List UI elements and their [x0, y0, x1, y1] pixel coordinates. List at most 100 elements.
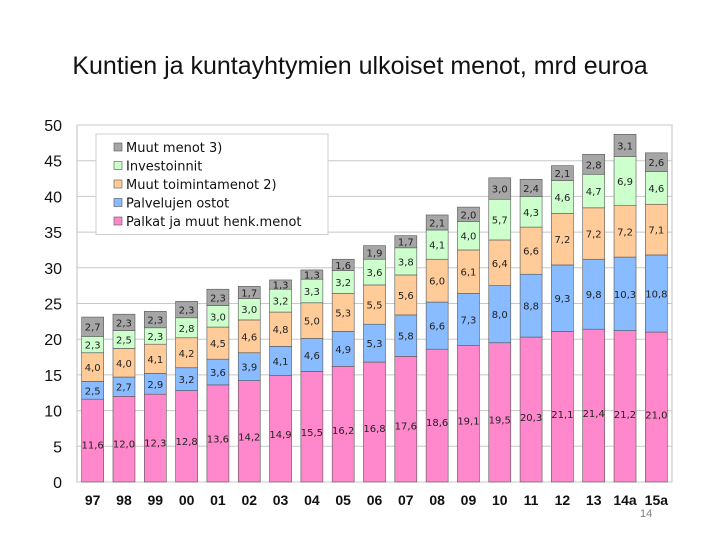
- data-label: 3,2: [179, 375, 195, 386]
- bars: [81, 133, 668, 483]
- data-label: 2,3: [116, 318, 132, 329]
- x-axis-ticks: 97 98 99 00 01 02 03 04 05 06 07 08 09 10 11 12 13 14a 15a: [85, 492, 668, 508]
- bar-segment: [394, 235, 418, 249]
- data-label: 3,2: [273, 297, 289, 308]
- x-tick-label: 11: [524, 492, 539, 508]
- data-label: 7,2: [617, 227, 633, 238]
- data-label: 20,3: [520, 413, 542, 424]
- x-tick-label: 02: [241, 492, 257, 508]
- data-label: 6,0: [429, 277, 445, 288]
- data-label: 16,8: [363, 424, 385, 435]
- data-label: 4,2: [179, 349, 195, 360]
- bar-segment: [394, 356, 418, 483]
- data-label: 4,0: [116, 359, 132, 370]
- data-label: 6,6: [523, 247, 539, 258]
- data-label: 14,9: [269, 430, 291, 441]
- x-tick-label: 01: [210, 492, 226, 508]
- y-tick-label: 25: [44, 297, 62, 314]
- data-label: 1,6: [335, 261, 351, 272]
- x-tick-label: 97: [85, 492, 101, 508]
- data-label: 4,1: [273, 357, 289, 368]
- bar-segment: [143, 311, 167, 329]
- bar-segment: [269, 375, 292, 483]
- data-label: 11,6: [82, 441, 104, 452]
- bar-segment: [175, 301, 198, 319]
- data-label: 5,3: [335, 308, 351, 319]
- bar-segment: [582, 153, 606, 175]
- bar-segment: [269, 279, 292, 290]
- data-label: 4,6: [241, 332, 257, 343]
- data-label: 8,0: [492, 310, 508, 321]
- data-label: 6,6: [429, 322, 445, 333]
- y-axis-ticks: 0 5 10 15 20 25 30 35 40 45 50: [44, 118, 62, 492]
- data-label: 3,0: [241, 305, 257, 316]
- data-label: 1,3: [304, 271, 320, 282]
- data-label: 4,7: [586, 187, 602, 198]
- y-tick-label: 35: [44, 225, 62, 242]
- data-label: 4,9: [335, 345, 351, 356]
- data-label: 4,3: [523, 208, 539, 219]
- bar-segment: [519, 336, 543, 483]
- y-tick-label: 30: [44, 261, 62, 278]
- data-label: 21,2: [614, 410, 636, 421]
- data-label: 5,7: [492, 216, 508, 227]
- data-label: 19,5: [489, 415, 511, 426]
- x-tick-label: 00: [179, 492, 195, 508]
- data-label: 4,6: [554, 193, 570, 204]
- x-tick-label: 14a: [613, 492, 637, 508]
- data-label: 4,6: [648, 184, 664, 195]
- data-label: 5,3: [367, 339, 383, 350]
- bar-segment: [613, 133, 637, 157]
- data-label: 3,0: [492, 185, 508, 196]
- legend-swatch: [113, 198, 123, 207]
- x-tick-label: 06: [367, 492, 383, 508]
- data-label: 2,7: [116, 383, 132, 394]
- data-label: 5,5: [367, 301, 383, 312]
- data-label: 9,3: [554, 294, 570, 305]
- data-label: 7,1: [648, 226, 664, 237]
- data-label: 3,6: [367, 268, 383, 279]
- bar-segment: [645, 331, 668, 483]
- data-label: 10,3: [614, 290, 636, 301]
- legend-entry: Muut toimintamenot 2): [126, 178, 277, 193]
- y-tick-label: 50: [44, 118, 62, 135]
- x-tick-label: 12: [555, 492, 571, 508]
- data-labels: 11,6 2,5 4,0 2,3 2,7 12,0 2,7 4,0 2,5 2,3 12,3 2,9 4…: [82, 141, 668, 451]
- legend-entry: Investoinnit: [126, 160, 202, 175]
- data-label: 19,1: [457, 417, 479, 428]
- data-label: 2,3: [147, 332, 163, 343]
- x-tick-label: 15a: [645, 492, 669, 508]
- data-label: 3,9: [241, 363, 257, 374]
- bar-segment: [112, 313, 136, 331]
- data-label: 2,1: [554, 169, 570, 180]
- bar-segment: [206, 288, 230, 306]
- data-label: 15,5: [301, 428, 323, 439]
- x-tick-label: 09: [461, 492, 477, 508]
- data-label: 2,0: [460, 210, 476, 221]
- data-label: 1,7: [398, 238, 414, 249]
- bar-segment: [363, 361, 386, 483]
- x-tick-label: 07: [398, 492, 414, 508]
- data-label: 4,0: [460, 232, 476, 243]
- bar-segment: [425, 214, 449, 231]
- bar-segment: [457, 206, 480, 222]
- bar-segment: [645, 152, 668, 172]
- data-label: 3,3: [304, 287, 320, 298]
- data-label: 12,0: [113, 439, 135, 450]
- legend-swatch: [113, 179, 123, 189]
- data-label: 2,3: [210, 293, 226, 304]
- data-label: 2,5: [116, 336, 132, 347]
- legend-entry: Palkat ja muut henk.menot: [126, 215, 302, 230]
- data-label: 17,6: [395, 421, 417, 432]
- data-label: 4,1: [147, 355, 163, 366]
- data-label: 3,1: [617, 141, 633, 152]
- data-label: 1,3: [273, 281, 289, 292]
- legend: Muut menot 3) Investoinnit Muut toimintame…: [95, 133, 329, 235]
- data-label: 5,6: [398, 291, 414, 302]
- data-label: 2,3: [85, 341, 101, 352]
- data-label: 13,6: [207, 434, 229, 445]
- bar-segment: [613, 330, 637, 483]
- y-tick-label: 5: [53, 439, 62, 456]
- data-label: 3,8: [398, 257, 414, 268]
- legend-swatch: [113, 161, 123, 170]
